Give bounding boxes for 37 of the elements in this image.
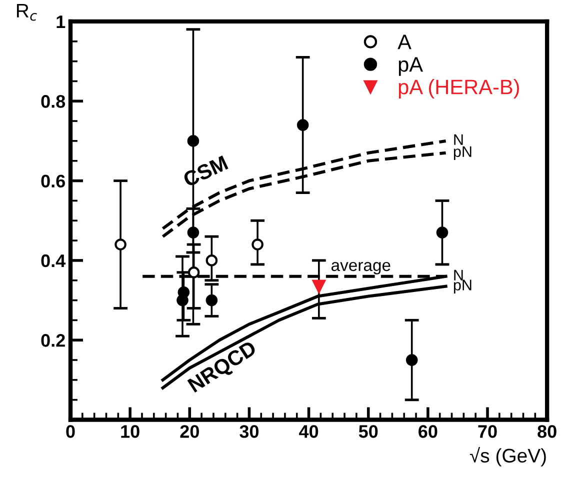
x-tick-label: 40	[299, 425, 318, 438]
x-tick-label: 50	[358, 425, 378, 438]
series-label: N	[454, 270, 463, 280]
legend-label: A	[398, 34, 412, 50]
y-tick-label: 1	[56, 16, 66, 28]
point	[252, 238, 264, 250]
x-tick-label: 20	[180, 425, 199, 438]
legend-label: pA	[398, 57, 424, 76]
x-tick-label: 80	[538, 425, 556, 438]
x-tick-label: 30	[240, 425, 259, 438]
series-label: pN	[454, 146, 472, 160]
legend-label: pA (HERA-B)	[398, 79, 519, 98]
annotation: CSM	[182, 155, 228, 188]
point	[206, 254, 218, 266]
point	[178, 286, 190, 298]
x-axis-title: √s (GeV)	[470, 447, 546, 466]
y-tick-label: 0.2	[41, 334, 65, 347]
x-tick-label: 10	[121, 425, 140, 438]
x-tick-label: 70	[478, 425, 497, 438]
point	[206, 294, 218, 306]
point	[406, 354, 418, 366]
point	[114, 238, 126, 250]
y-tick-label: 0.6	[41, 174, 65, 188]
point	[187, 226, 200, 238]
point	[436, 226, 448, 238]
x-tick-label: 60	[418, 425, 438, 438]
series-label: average	[332, 262, 390, 274]
y-axis-title: R$_{c}$	[17, 4, 37, 21]
point	[296, 119, 309, 131]
y-tick-label: 0.4	[41, 254, 66, 268]
y-tick-label: 0.8	[41, 95, 66, 108]
series-label: N	[454, 134, 463, 145]
point	[187, 135, 200, 147]
x-tick-label: 0	[66, 425, 75, 438]
point	[188, 266, 200, 278]
point	[312, 280, 326, 293]
series-label: pN	[454, 280, 472, 294]
